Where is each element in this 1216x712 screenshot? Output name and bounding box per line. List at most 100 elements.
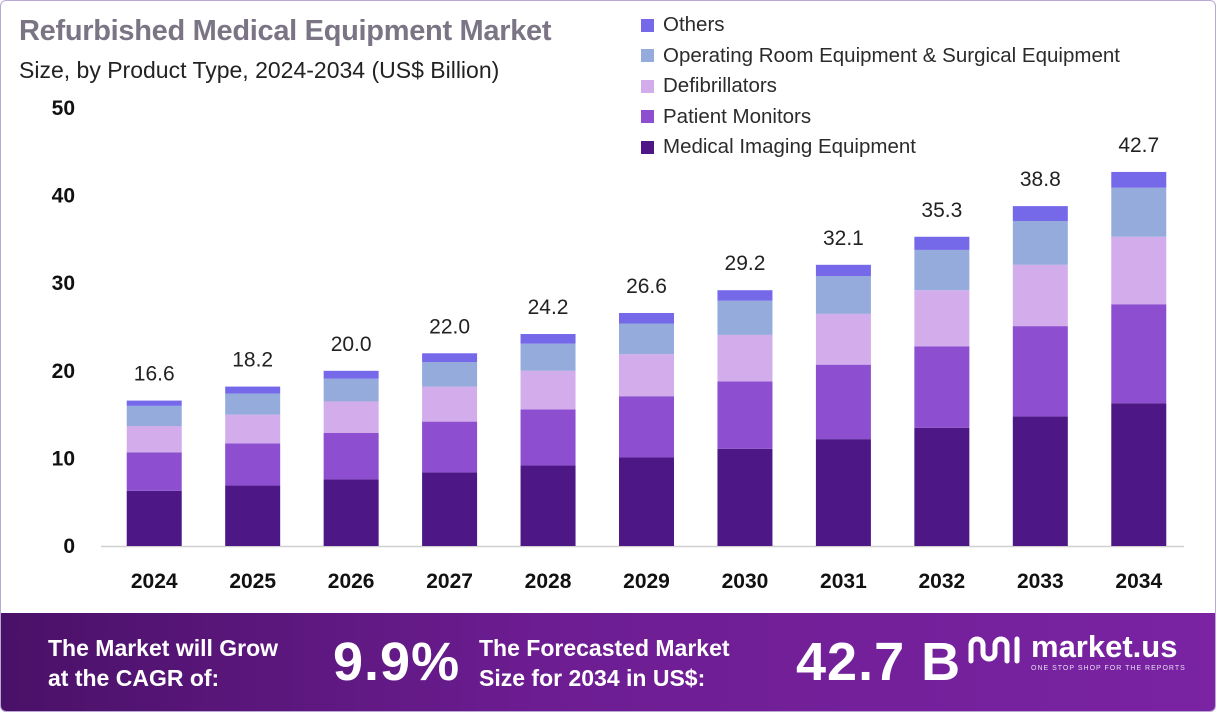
bar-segment bbox=[815, 264, 871, 277]
x-tick-label: 2030 bbox=[722, 570, 769, 593]
y-tick-label: 10 bbox=[52, 447, 75, 470]
legend-item-defibrillators: Defibrillators bbox=[641, 71, 1120, 102]
bar-segment bbox=[225, 414, 281, 444]
forecast-value: 42.7 B bbox=[796, 632, 962, 692]
bar-segment bbox=[1012, 264, 1068, 327]
legend-swatch-defibrillators bbox=[641, 79, 654, 93]
cagr-label-line2: at the CAGR of: bbox=[48, 665, 220, 691]
bar-segment bbox=[225, 393, 281, 415]
bar-segment bbox=[914, 236, 970, 250]
bar-segment bbox=[1111, 171, 1167, 188]
legend-label-others: Others bbox=[663, 13, 725, 37]
legend-item-patient-monitors: Patient Monitors bbox=[641, 102, 1120, 133]
bar-total-label: 26.6 bbox=[626, 275, 667, 298]
x-tick-label: 2026 bbox=[328, 570, 375, 593]
legend-swatch-or-surgical bbox=[641, 49, 654, 63]
bar-segment bbox=[619, 354, 674, 397]
bar-segment bbox=[1111, 304, 1167, 404]
bar-segment bbox=[914, 427, 970, 546]
bar-segment bbox=[323, 479, 379, 546]
legend-swatch-patient-monitors bbox=[641, 110, 654, 124]
bar-segment bbox=[520, 465, 576, 546]
x-tick-label: 2024 bbox=[131, 570, 178, 593]
cagr-label: The Market will Grow at the CAGR of: bbox=[48, 633, 278, 693]
bar-total-label: 18.2 bbox=[232, 349, 273, 372]
cagr-value: 9.9% bbox=[333, 632, 461, 692]
bar-segment bbox=[422, 353, 478, 363]
x-tick-label: 2032 bbox=[919, 570, 966, 593]
bar-segment bbox=[520, 343, 576, 371]
forecast-label-line1: The Forecasted Market bbox=[479, 635, 730, 661]
bar-segment bbox=[126, 405, 182, 426]
cagr-label-line1: The Market will Grow bbox=[48, 635, 279, 661]
bar-segment bbox=[1012, 416, 1068, 546]
bar-segment bbox=[815, 439, 871, 546]
forecast-label-line2: Size for 2034 in US$: bbox=[479, 665, 706, 691]
bar-segment bbox=[717, 381, 773, 449]
chart-legend: Others Operating Room Equipment & Surgic… bbox=[641, 10, 1120, 163]
bar-total-label: 32.1 bbox=[823, 227, 864, 250]
bar-segment bbox=[126, 400, 182, 406]
bar-segment bbox=[422, 421, 478, 473]
bar-segment bbox=[225, 485, 281, 546]
bar-segment bbox=[1012, 206, 1068, 222]
bar-segment bbox=[815, 364, 871, 440]
bar-segment bbox=[717, 290, 773, 301]
bar-total-label: 24.2 bbox=[528, 296, 569, 319]
x-tick-label: 2027 bbox=[426, 570, 473, 593]
bar-segment bbox=[914, 290, 970, 347]
stacked-bar-chart: 0102030405016.6202418.2202520.0202622.02… bbox=[52, 97, 1184, 593]
logo-tagline: ONE STOP SHOP FOR THE REPORTS bbox=[1031, 665, 1186, 672]
bar-segment bbox=[225, 386, 281, 394]
bar-segment bbox=[1012, 326, 1068, 417]
legend-swatch-medical-imaging bbox=[641, 140, 654, 154]
bar-total-label: 16.6 bbox=[134, 363, 175, 386]
bar-segment bbox=[815, 313, 871, 365]
bar-segment bbox=[323, 378, 379, 402]
bar-total-label: 35.3 bbox=[921, 199, 962, 222]
bar-segment bbox=[323, 401, 379, 433]
y-tick-label: 0 bbox=[63, 535, 75, 558]
bar-total-label: 38.8 bbox=[1020, 168, 1061, 191]
bar-total-label: 29.2 bbox=[725, 252, 766, 275]
legend-label-medical-imaging: Medical Imaging Equipment bbox=[663, 135, 916, 159]
chart-subtitle: Size, by Product Type, 2024-2034 (US$ Bi… bbox=[19, 57, 500, 83]
bar-total-label: 22.0 bbox=[429, 315, 470, 338]
bar-segment bbox=[619, 323, 674, 355]
bar-segment bbox=[520, 334, 576, 344]
bar-segment bbox=[323, 370, 379, 379]
bar-total-label: 20.0 bbox=[331, 333, 372, 356]
bar-segment bbox=[520, 370, 576, 410]
bar-segment bbox=[717, 334, 773, 382]
bar-segment bbox=[126, 490, 182, 546]
y-tick-label: 40 bbox=[52, 185, 75, 208]
x-tick-label: 2034 bbox=[1115, 570, 1162, 593]
legend-label-patient-monitors: Patient Monitors bbox=[663, 104, 812, 128]
bar-segment bbox=[126, 452, 182, 491]
summary-banner bbox=[1, 613, 1215, 711]
bar-segment bbox=[225, 443, 281, 486]
bar-segment bbox=[619, 457, 674, 546]
legend-item-medical-imaging: Medical Imaging Equipment bbox=[641, 132, 1120, 163]
bar-segment bbox=[717, 448, 773, 546]
bar-total-label: 42.7 bbox=[1118, 134, 1159, 157]
legend-label-or-surgical: Operating Room Equipment & Surgical Equi… bbox=[663, 43, 1120, 67]
market-us-logo: market.us ONE STOP SHOP FOR THE REPORTS bbox=[967, 631, 1186, 672]
bar-segment bbox=[422, 472, 478, 546]
bar-segment bbox=[126, 425, 182, 453]
logo-text: market.us bbox=[1031, 629, 1178, 664]
legend-item-others: Others bbox=[641, 10, 1120, 41]
bar-segment bbox=[717, 300, 773, 335]
logo-mark-icon bbox=[968, 636, 1020, 664]
bar-segment bbox=[619, 396, 674, 458]
bar-segment bbox=[422, 362, 478, 387]
legend-swatch-others bbox=[641, 18, 654, 32]
bar-segment bbox=[815, 276, 871, 314]
y-tick-label: 20 bbox=[52, 360, 75, 383]
chart-title: Refurbished Medical Equipment Market bbox=[19, 15, 552, 47]
bar-segment bbox=[422, 386, 478, 422]
bar-segment bbox=[914, 249, 970, 291]
bar-segment bbox=[323, 432, 379, 480]
bar-segment bbox=[1111, 187, 1167, 237]
